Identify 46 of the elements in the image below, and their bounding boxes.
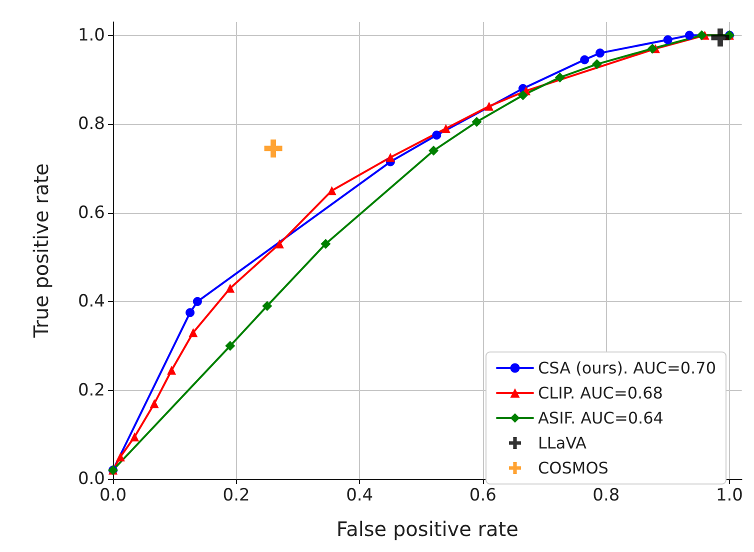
y-tick-label: 0.8: [78, 114, 105, 134]
point: [274, 239, 284, 248]
point: [116, 452, 125, 462]
point: [150, 399, 159, 408]
point: [188, 328, 198, 338]
x-tick-label: 0.4: [346, 486, 374, 506]
point: [264, 139, 282, 158]
y-tick-label: 0.2: [78, 380, 105, 400]
point: [592, 59, 602, 70]
y-tick-label: 1.0: [78, 25, 105, 46]
x-tick-label: 0.6: [469, 486, 496, 506]
point: [711, 28, 730, 47]
point: [484, 102, 494, 111]
y-tick-label: 0.4: [78, 292, 105, 312]
y-tick-label: 0.6: [78, 202, 105, 223]
point: [130, 432, 140, 442]
legend-label: CSA (ours). AUC=0.70: [538, 358, 716, 378]
x-axis-title: False positive rate: [336, 517, 518, 541]
point: [663, 35, 672, 44]
legend-label: COSMOS: [538, 458, 608, 478]
point: [518, 90, 528, 100]
point: [226, 284, 235, 293]
point: [596, 48, 605, 58]
point: [192, 297, 202, 306]
point: [441, 124, 450, 133]
legend-label: LLaVA: [538, 434, 587, 452]
point: [186, 308, 195, 318]
point: [167, 366, 176, 375]
point: [386, 152, 395, 162]
point: [580, 55, 590, 64]
point: [428, 146, 439, 156]
point: [696, 30, 707, 40]
point: [554, 72, 565, 82]
point: [432, 130, 442, 140]
x-tick-label: 0.8: [592, 486, 620, 506]
point: [225, 340, 236, 351]
legend-label: CLIP. AUC=0.68: [538, 384, 663, 402]
point: [262, 300, 272, 311]
point: [684, 30, 694, 40]
point: [320, 238, 331, 249]
legend-label: ASIF. AUC=0.64: [538, 408, 664, 428]
point: [647, 44, 658, 54]
x-tick-label: 0.2: [222, 486, 250, 506]
y-axis-title: True positive rate: [29, 163, 53, 339]
x-tick-label: 1.0: [716, 486, 744, 506]
point: [472, 116, 482, 127]
